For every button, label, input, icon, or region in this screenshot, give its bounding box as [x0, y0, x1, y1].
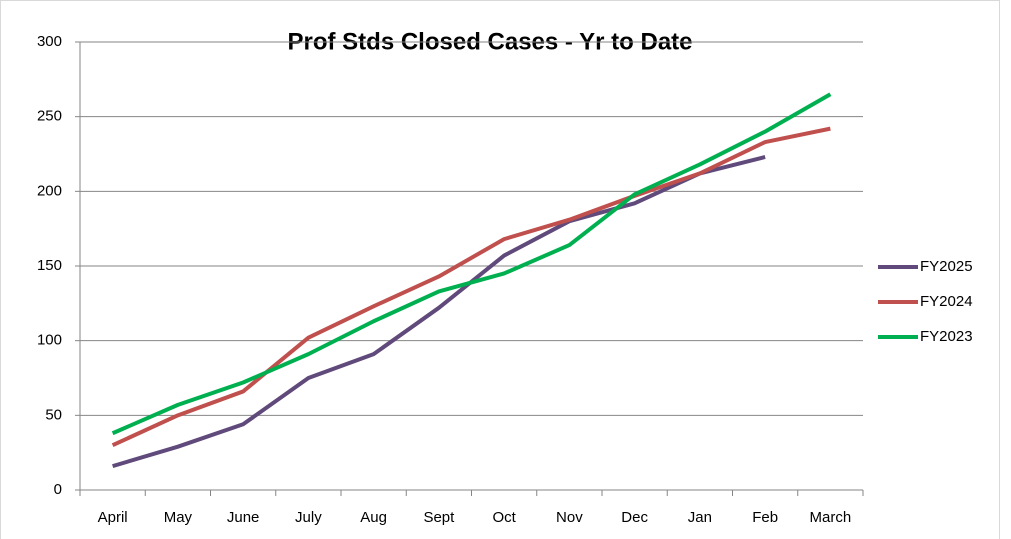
y-tick-label: 250: [37, 108, 62, 125]
x-tick-label: April: [98, 509, 128, 526]
y-tick-label: 150: [37, 257, 62, 274]
x-tick-label: Feb: [752, 509, 778, 526]
x-tick-label: Oct: [492, 509, 516, 526]
series-line: [112, 155, 766, 469]
y-tick-label: 100: [37, 332, 62, 349]
x-tick-label: Dec: [621, 509, 648, 526]
y-tick-label: 0: [54, 481, 62, 498]
x-tick-label: Aug: [360, 509, 387, 526]
y-tick-label: 50: [45, 406, 62, 423]
x-tick-label: Jan: [688, 509, 712, 526]
legend-label: FY2024: [920, 293, 973, 310]
x-tick-label: Nov: [556, 509, 583, 526]
legend-label: FY2023: [920, 328, 973, 345]
legend-label: FY2025: [920, 258, 973, 275]
x-tick-label: May: [164, 509, 193, 526]
x-tick-label: July: [295, 509, 322, 526]
y-tick-label: 200: [37, 182, 62, 199]
x-tick-label: March: [810, 509, 852, 526]
x-tick-label: June: [227, 509, 260, 526]
series-line: [111, 92, 832, 436]
series-line: [111, 126, 831, 448]
x-tick-label: Sept: [423, 509, 455, 526]
y-tick-label: 300: [37, 33, 62, 50]
